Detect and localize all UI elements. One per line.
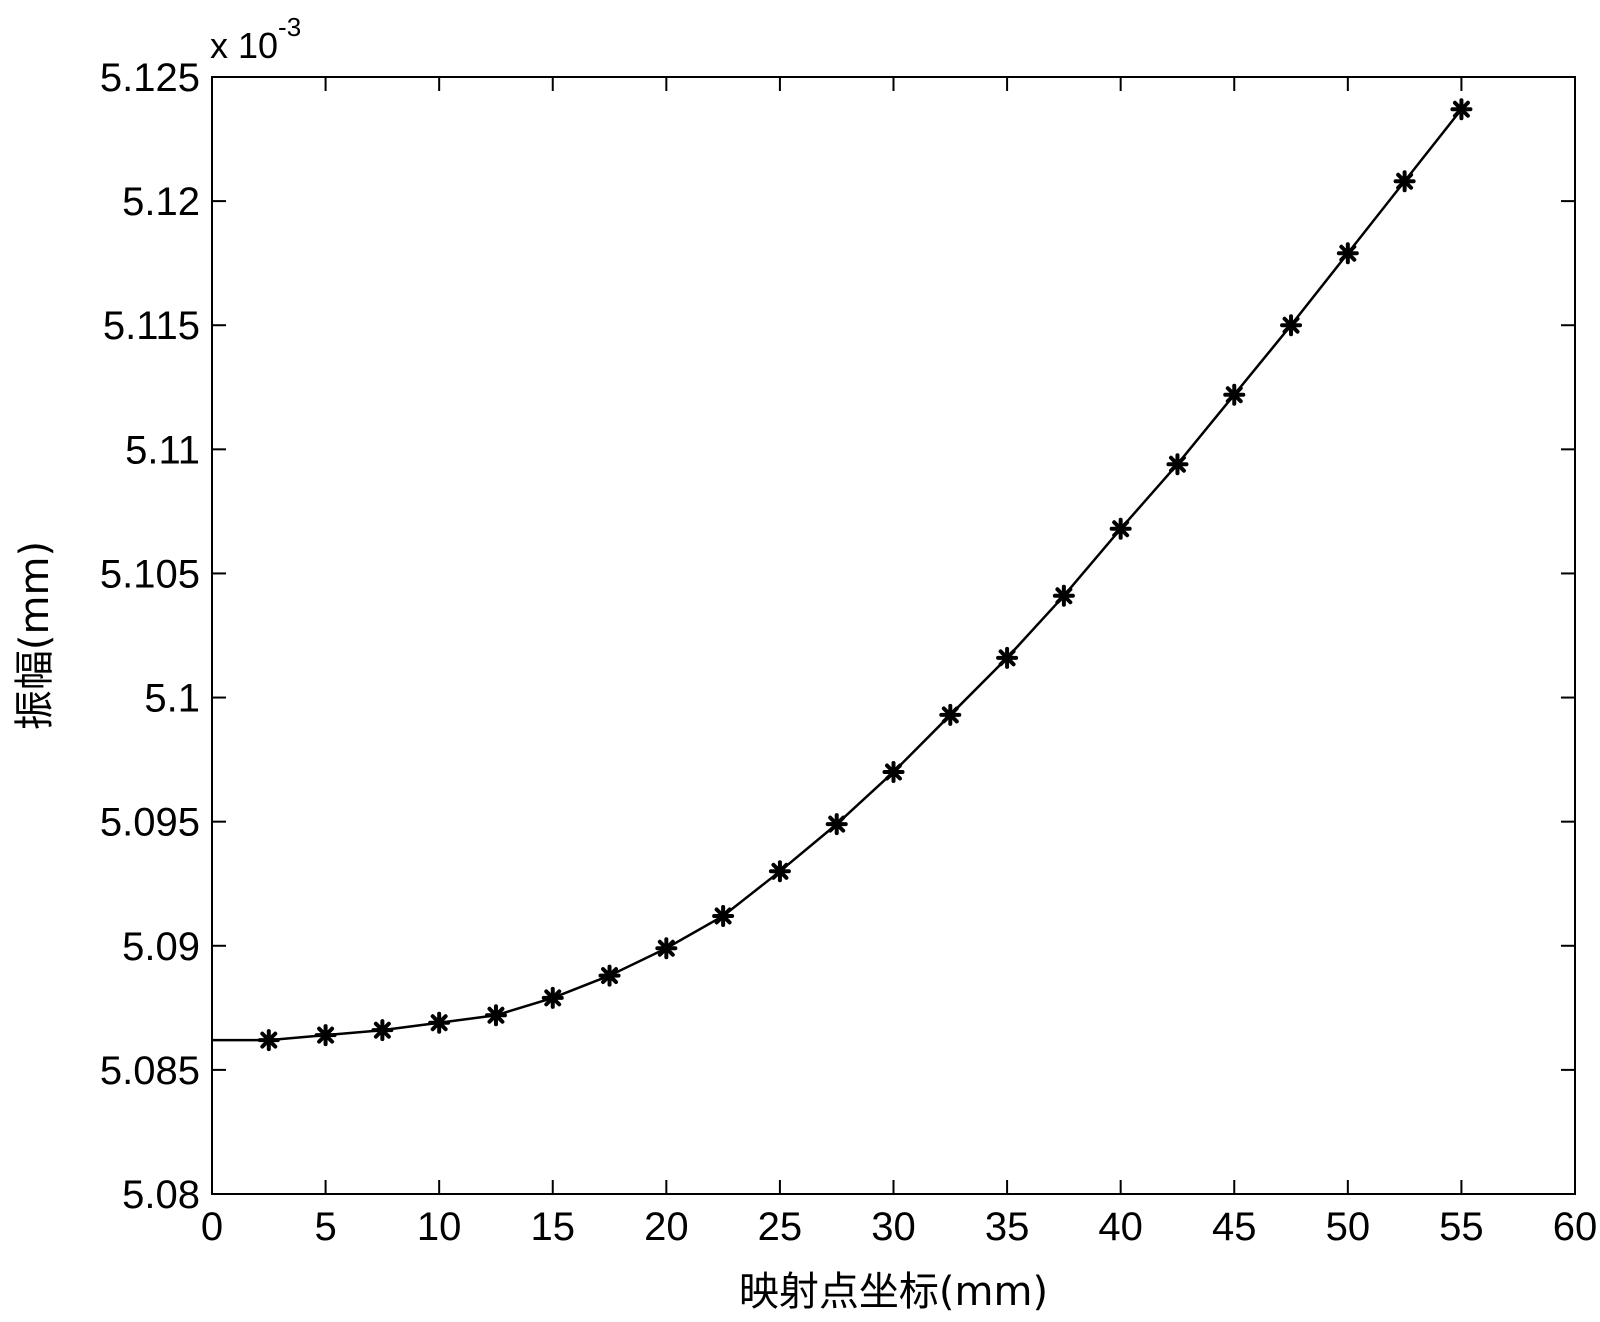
x-tick-label: 5 (314, 1205, 336, 1249)
data-point (1109, 517, 1132, 540)
data-point (655, 937, 678, 960)
data-point (1223, 383, 1246, 406)
data-point (712, 904, 735, 927)
data-point (1052, 584, 1075, 607)
y-tick-label: 5.1 (144, 677, 200, 721)
y-tick-label: 5.105 (100, 552, 200, 596)
data-point (257, 1029, 280, 1052)
x-axis-label: 映射点坐标(mm) (739, 1269, 1048, 1315)
series-markers (257, 98, 1473, 1052)
data-point (1450, 98, 1473, 121)
x-tick-label: 0 (201, 1205, 223, 1249)
data-point (1280, 314, 1303, 337)
data-point (1336, 242, 1359, 265)
y-tick-label: 5.095 (100, 801, 200, 845)
data-point (996, 646, 1019, 669)
y-tick-label: 5.125 (100, 56, 200, 100)
y-tick-label: 5.09 (122, 925, 200, 969)
data-point (428, 1011, 451, 1034)
x-tick-label: 20 (644, 1205, 689, 1249)
data-point (371, 1019, 394, 1042)
x-tick-label: 30 (871, 1205, 916, 1249)
data-point (484, 1004, 507, 1027)
y-axis-multiplier: x 10-3 (210, 12, 301, 66)
y-tick-label: 5.11 (125, 428, 200, 472)
data-point (825, 813, 848, 836)
y-tick-label: 5.115 (103, 304, 200, 348)
data-point (541, 986, 564, 1009)
x-tick-label: 50 (1326, 1205, 1371, 1249)
x-tick-label: 35 (985, 1205, 1030, 1249)
data-point (1166, 453, 1189, 476)
x-tick-label: 25 (758, 1205, 803, 1249)
data-point (598, 964, 621, 987)
x-tick-label: 55 (1439, 1205, 1484, 1249)
data-point (939, 703, 962, 726)
y-tick-label: 5.12 (122, 180, 200, 224)
data-point (314, 1024, 337, 1047)
data-point (768, 860, 791, 883)
data-point (1393, 170, 1416, 193)
y-axis: 5.085.0855.095.0955.15.1055.115.1155.125… (100, 56, 1575, 1217)
x-tick-label: 10 (417, 1205, 462, 1249)
data-point (882, 761, 905, 784)
x-tick-label: 15 (531, 1205, 576, 1249)
y-tick-label: 5.085 (100, 1049, 200, 1093)
x-tick-label: 45 (1212, 1205, 1257, 1249)
x-tick-label: 40 (1098, 1205, 1143, 1249)
y-tick-label: 5.08 (122, 1173, 200, 1217)
x-tick-label: 60 (1553, 1205, 1598, 1249)
y-axis-label: 振幅(mm) (12, 541, 58, 730)
x-axis: 0 5 10 15 20 25 30 35 40 45 50 55 60 (201, 77, 1597, 1249)
